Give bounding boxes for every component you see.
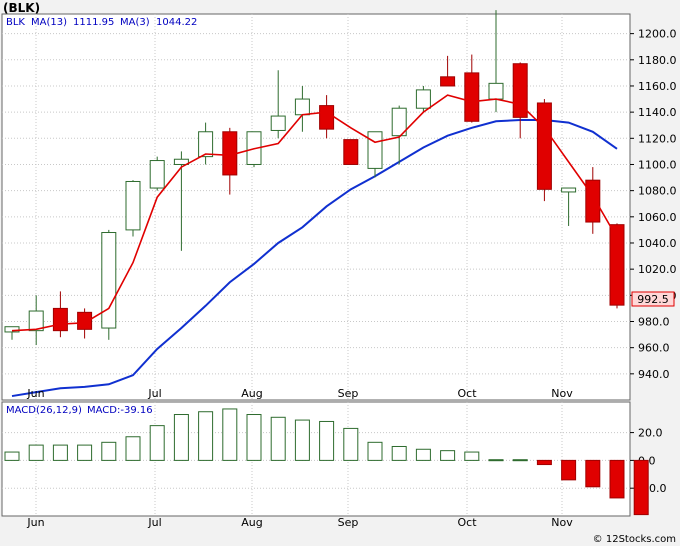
last-price-box [631,291,675,307]
candle-body [488,82,504,100]
price-y-axis: 940.0960.0980.01000.01020.01040.01060.01… [630,28,677,381]
price-y-tick-label: 980.0 [638,315,670,328]
candle-body [270,115,286,131]
macd-bar [294,419,310,461]
candle-body [198,131,214,158]
macd-legend-value: MACD:-39.16 [87,405,153,416]
macd-bar [464,451,480,461]
price-month-label: Aug [241,387,262,400]
macd-bar [319,420,335,461]
macd-bar [149,425,165,461]
price-y-tick-label: 1040.0 [638,237,677,250]
macd-x-axis: Jun Jul Aug Sep Oct Nov [26,516,573,529]
candle-body [149,160,165,189]
candle-body [77,311,93,330]
macd-bar [488,459,504,462]
macd-y-tick-label: 20.0 [638,427,663,440]
ma3-line-group [11,94,618,332]
legend-ma13-value: 1111.95 [73,17,114,28]
macd-bar [246,414,262,461]
macd-bar [173,414,189,461]
price-y-tick-label: 1140.0 [638,106,677,119]
price-month-label: Jun [26,387,44,400]
candle-body [294,98,310,116]
macd-bar [77,444,93,461]
macd-bar [440,450,456,461]
price-month-label: Jul [147,387,161,400]
macd-legend-label: MACD(26,12,9) [6,405,82,416]
price-month-label: Oct [457,387,477,400]
macd-month-label: Sep [338,516,359,529]
legend-ma3-label: MA(3) [120,17,150,28]
macd-bar [633,459,649,516]
macd-bar [270,416,286,461]
price-y-tick-label: 1180.0 [638,54,677,67]
price-y-tick-label: 1080.0 [638,185,677,198]
candle-body [367,131,383,169]
macd-bar [391,445,407,461]
price-y-tick-label: 1020.0 [638,263,677,276]
chart-title: (BLK) [3,1,41,15]
candle-body [391,107,407,137]
macd-bars [4,408,649,516]
candle-body [173,158,189,165]
candle-body [440,76,456,87]
ma13-line-group [11,118,618,398]
macd-bar [585,459,601,488]
price-x-axis: Jun Jul Aug Sep Oct Nov [26,387,573,400]
macd-bar [415,448,431,461]
price-month-label: Sep [338,387,359,400]
candle-body [609,224,625,306]
price-y-tick-label: 1200.0 [638,28,677,41]
price-month-label: Nov [551,387,573,400]
ma3-line [11,94,618,332]
macd-month-label: Nov [551,516,573,529]
candle-body [319,105,335,130]
legend-ma13-label: MA(13) [31,17,67,28]
macd-month-label: Jul [147,516,161,529]
macd-bar [101,441,117,461]
macd-panel [1,401,631,517]
price-y-tick-label: 1160.0 [638,80,677,93]
macd-bar [561,459,577,481]
price-y-tick-label: 960.0 [638,342,670,355]
price-y-tick-label: 1060.0 [638,211,677,224]
ma13-line [11,118,618,398]
macd-bar [28,444,44,461]
candle-body [561,187,577,193]
candle-body [415,89,431,109]
macd-bar [343,427,359,461]
macd-bar [4,451,20,461]
macd-bar [222,408,238,461]
price-y-tick-label: 1120.0 [638,132,677,145]
macd-bar [367,441,383,461]
candle-body [464,72,480,122]
macd-bar [609,459,625,499]
macd-bar [52,444,68,461]
candle-body [536,102,552,190]
last-price-label: 992.5 [637,293,669,306]
price-y-tick-label: 1100.0 [638,158,677,171]
watermark: © 12Stocks.com [593,534,676,545]
candle-body [4,326,20,333]
macd-month-label: Oct [457,516,477,529]
macd-month-label: Jun [26,516,44,529]
macd-bar [198,411,214,461]
candle-body [28,310,44,332]
legend-ticker: BLK [6,17,25,28]
candle-body [125,180,141,231]
price-y-tick-label: 940.0 [638,368,670,381]
candle-body [101,232,117,329]
macd-bar [512,459,528,462]
candle-body [343,139,359,165]
price-panel [1,13,631,401]
legend-ma3-value: 1044.22 [156,17,197,28]
macd-bar [125,436,141,461]
candle-body [585,179,601,223]
macd-bar [536,459,552,466]
svg-text:BLK: BLK [6,17,25,28]
macd-month-label: Aug [241,516,262,529]
candle-body [52,307,68,332]
